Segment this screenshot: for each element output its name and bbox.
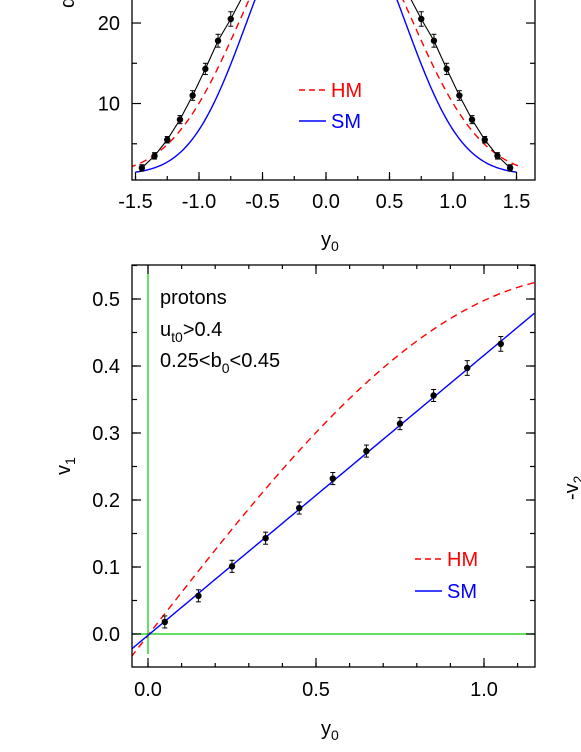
bottom-y-ticks: 0.0 0.1 0.2 0.3 0.4 0.5 [92, 264, 535, 646]
top-legend-sm-label: SM [331, 111, 361, 133]
top-data-point [481, 136, 488, 144]
bottom-panel: 0.0 0.5 1.0 0.0 0.1 0.2 0.3 0.4 0.5 protons ut0… [53, 264, 536, 743]
bottom-data-point [396, 417, 404, 431]
bottom-data-point [262, 531, 269, 545]
top-data-point [494, 152, 501, 160]
top-x-ticks: -1.5 -1.0 -0.5 0.0 0.5 1.0 1.5 [118, 172, 530, 213]
bottom-legend-hm-label: HM [447, 549, 478, 571]
top-x-tick-label: -1.0 [182, 191, 216, 213]
top-data-point [189, 90, 196, 101]
top-data-point [227, 11, 234, 27]
bottom-y-tick-label: 0.5 [92, 289, 120, 311]
bottom-xlabel: y0 [321, 718, 339, 743]
bottom-legend-sm-label: SM [447, 581, 477, 603]
top-ylabel-fragment: d [57, 0, 79, 8]
top-x-tick-label: 1.0 [439, 191, 467, 213]
top-data-point [468, 115, 476, 125]
bottom-y-tick-label: 0.4 [92, 356, 120, 378]
bottom-data-point [464, 360, 471, 376]
bottom-legend: HM SM [415, 549, 478, 603]
bottom-y-tick-label: 0.3 [92, 423, 120, 445]
bottom-hm-curve [132, 281, 535, 657]
top-frame [131, 0, 536, 181]
annotation-protons: protons [160, 287, 227, 309]
bottom-data-point [497, 336, 504, 352]
bottom-annotation: protons ut0>0.4 0.25<b0<0.45 [160, 287, 280, 376]
top-points [138, 11, 514, 172]
top-y-tick-label: 10 [98, 94, 120, 116]
top-data-point [176, 115, 184, 125]
bottom-x-tick-label: 0.5 [302, 679, 330, 701]
top-x-tick-label: 1.5 [503, 191, 531, 213]
top-legend-hm-label: HM [331, 80, 362, 102]
top-data-point [214, 33, 222, 48]
bottom-y-tick-label: 0.2 [92, 490, 120, 512]
bottom-data-point [296, 501, 303, 515]
top-data-point [202, 62, 209, 76]
bottom-x-tick-label: 0.0 [134, 679, 162, 701]
top-data-point [506, 164, 514, 172]
bottom-ylabel: v1 [53, 457, 78, 475]
top-data-point [418, 11, 425, 27]
bottom-y-tick-label: 0.0 [92, 624, 120, 646]
top-x-tick-label: 0.5 [376, 191, 404, 213]
annotation-ut0: ut0>0.4 [160, 319, 222, 345]
top-legend: HM SM [299, 80, 362, 133]
top-y-ticks: 10 20 [98, 13, 535, 145]
right-panel-partial-label: -v2 [561, 475, 581, 500]
bottom-data-point [228, 559, 236, 573]
top-data-point [443, 62, 450, 76]
top-data-line [141, 0, 511, 169]
top-x-tick-label: 0.0 [312, 191, 340, 213]
bottom-data-point [363, 444, 370, 458]
bottom-data-point [329, 472, 336, 486]
bottom-y-tick-label: 0.1 [92, 557, 120, 579]
top-y-tick-label: 20 [98, 13, 120, 35]
top-x-tick-label: -0.5 [245, 191, 279, 213]
top-data-point [456, 90, 463, 101]
bottom-data-point [195, 589, 202, 603]
top-data-point [430, 33, 438, 48]
top-data-point [164, 136, 171, 144]
top-x-tick-label: -1.5 [118, 191, 152, 213]
bottom-points [161, 336, 504, 629]
annotation-b0: 0.25<b0<0.45 [160, 350, 280, 376]
bottom-x-ticks: 0.0 0.5 1.0 [134, 265, 519, 701]
top-sm-curve [135, 0, 517, 173]
top-data-point [151, 152, 158, 160]
bottom-data-point [161, 615, 168, 629]
top-curves [132, 0, 524, 173]
top-data-point [138, 164, 146, 172]
top-panel: -1.5 -1.0 -0.5 0.0 0.5 1.0 1.5 10 20 d HM SM y0 [57, 0, 536, 254]
top-hm-curve [132, 0, 524, 169]
bottom-x-tick-label: 1.0 [470, 679, 498, 701]
bottom-data-point [430, 388, 437, 403]
top-xlabel: y0 [321, 229, 339, 254]
